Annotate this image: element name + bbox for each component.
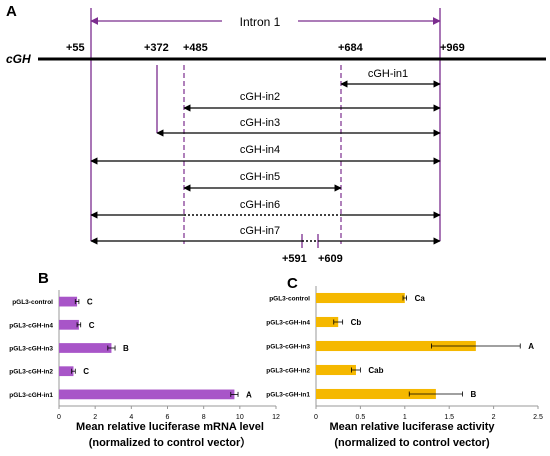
chart-b-xlabel-line1: Mean relative luciferase mRNA level	[76, 421, 264, 433]
category-label: pGL3-cGH-in4	[266, 320, 310, 327]
construct-cgh-in2: cGH-in2	[183, 91, 441, 112]
pos-969: +969	[440, 42, 465, 54]
significance-letter: A	[246, 390, 252, 399]
bar	[316, 340, 476, 352]
chart-c-xlabel-line2: (normalized to control vector)	[334, 437, 490, 449]
significance-letter: C	[83, 367, 89, 376]
bar	[316, 292, 405, 304]
pos-372: +372	[144, 42, 169, 54]
category-label: pGL3-cGH-in1	[266, 392, 310, 399]
pos-55: +55	[66, 42, 85, 54]
x-tick-label: 2.5	[533, 414, 543, 421]
pos-485: +485	[183, 42, 208, 54]
significance-letter: A	[528, 342, 534, 351]
pos-591: +591	[282, 253, 307, 265]
category-label: pGL3-cGH-in3	[266, 344, 310, 351]
construct-cgh-in6: cGH-in6	[90, 199, 441, 219]
construct-cgh-in5: cGH-in5	[183, 171, 342, 192]
chart-c: 0 0.5 1 1.5 2 2.5 pGL3-control Ca pGL3-cGH-in4 Cb…	[266, 286, 543, 421]
category-label: pGL3-control	[12, 299, 53, 306]
panel-a: A Intron 1 cGH +55 +372 +485 +684 +969 +…	[6, 3, 546, 265]
significance-letter: Cab	[368, 366, 383, 375]
significance-letter: Ca	[415, 294, 426, 303]
construct-label: cGH-in6	[240, 199, 280, 211]
construct-label: cGH-in1	[368, 68, 408, 80]
pos-684: +684	[338, 42, 364, 54]
bar	[59, 366, 74, 377]
significance-letter: C	[89, 321, 95, 330]
construct-label: cGH-in2	[240, 91, 280, 103]
x-tick-label: 8	[202, 414, 206, 421]
category-label: pGL3-cGH-in4	[9, 322, 53, 329]
category-label: pGL3-cGH-in2	[266, 368, 310, 375]
panel-c: C 0 0.5 1 1.5 2 2.5 pGL3-control Ca pGL3-cGH-in4…	[266, 275, 543, 449]
bar	[59, 296, 78, 307]
intron-label: Intron 1	[240, 15, 281, 29]
x-tick-label: 10	[236, 414, 244, 421]
construct-cgh-in3: cGH-in3	[156, 117, 441, 137]
bar	[59, 343, 112, 353]
category-label: pGL3-cGH-in2	[9, 369, 53, 376]
bar	[59, 319, 79, 330]
bar	[316, 388, 436, 400]
construct-cgh-in4: cGH-in4	[90, 144, 441, 165]
x-tick-label: 12	[272, 414, 280, 421]
significance-letter: B	[471, 390, 477, 399]
chart-b-xlabel-line2: (normalized to control vector）	[89, 436, 252, 449]
category-label: pGL3-cGH-in3	[9, 346, 53, 353]
gene-name: cGH	[6, 52, 31, 66]
bar	[59, 389, 235, 400]
construct-cgh-in1: cGH-in1	[340, 68, 441, 88]
significance-letter: B	[123, 344, 129, 353]
x-tick-label: 0	[57, 414, 61, 421]
bar	[316, 364, 356, 376]
x-tick-label: 2	[93, 414, 97, 421]
construct-label: cGH-in5	[240, 171, 280, 183]
x-tick-label: 0	[314, 414, 318, 421]
x-tick-label: 4	[129, 414, 133, 421]
bar	[316, 316, 339, 328]
x-tick-label: 1	[403, 414, 407, 421]
significance-letter: C	[87, 298, 93, 307]
x-tick-label: 0.5	[356, 414, 366, 421]
construct-label: cGH-in7	[240, 225, 280, 237]
panel-a-label: A	[6, 3, 17, 20]
panel-c-label: C	[287, 275, 298, 292]
chart-c-xlabel-line1: Mean relative luciferase activity	[329, 421, 495, 433]
construct-cgh-in7: cGH-in7	[90, 225, 441, 245]
x-tick-label: 1.5	[444, 414, 454, 421]
x-tick-label: 6	[166, 414, 170, 421]
category-label: pGL3-cGH-in1	[9, 392, 53, 399]
panel-b-label: B	[38, 270, 49, 287]
construct-label: cGH-in4	[240, 144, 280, 156]
x-tick-label: 2	[492, 414, 496, 421]
pos-609: +609	[318, 253, 343, 265]
significance-letter: Cb	[351, 318, 362, 327]
intron-label-bg	[222, 13, 298, 29]
category-label: pGL3-control	[269, 296, 310, 303]
construct-label: cGH-in3	[240, 117, 280, 129]
